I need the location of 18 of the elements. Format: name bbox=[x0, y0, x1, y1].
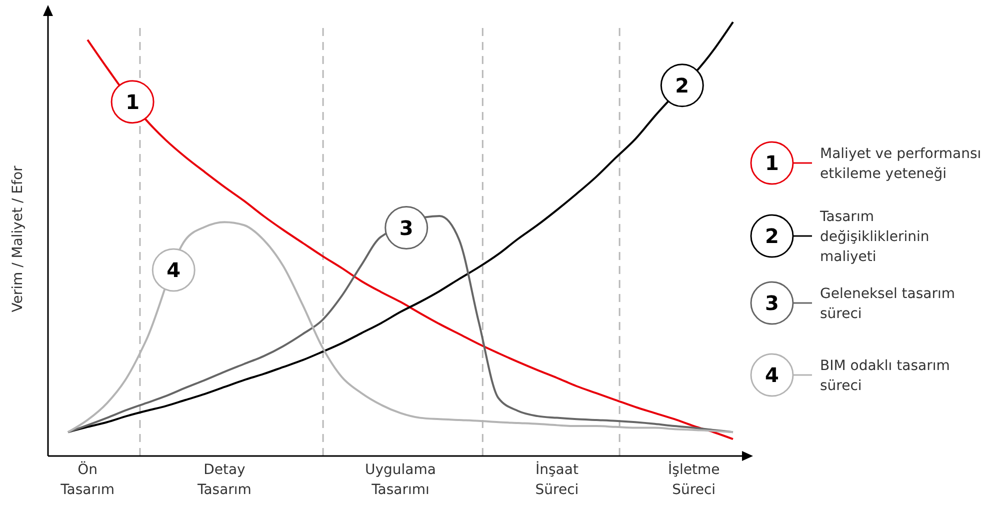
x-tick-label: Uygulama Tasarımı bbox=[365, 462, 436, 498]
x-tick-label: İnşaat Süreci bbox=[535, 461, 579, 498]
x-tick-label: Ön Tasarım bbox=[60, 461, 115, 498]
x-tick-label: İşletme Süreci bbox=[668, 461, 720, 498]
y-axis-title: Verim / Maliyet / Efor bbox=[10, 165, 26, 312]
legend-label: Tasarım değişikliklerinin maliyeti bbox=[819, 209, 930, 265]
text: 3 bbox=[765, 291, 779, 315]
text: 2 bbox=[765, 224, 779, 248]
annotation: 3 bbox=[399, 216, 414, 240]
legend-label: Geleneksel tasarım süreci bbox=[820, 286, 956, 322]
annotation: 1 bbox=[126, 90, 140, 114]
text: 1 bbox=[765, 151, 779, 175]
annotation: 4 bbox=[166, 258, 181, 282]
annotation: 2 bbox=[675, 73, 690, 98]
legend-label: BIM odaklı tasarım süreci bbox=[820, 358, 950, 394]
text: 4 bbox=[765, 363, 779, 387]
legend-label: Maliyet ve performansı etkileme yeteneği bbox=[820, 146, 982, 182]
x-tick-label: Detay Tasarım bbox=[196, 462, 252, 498]
